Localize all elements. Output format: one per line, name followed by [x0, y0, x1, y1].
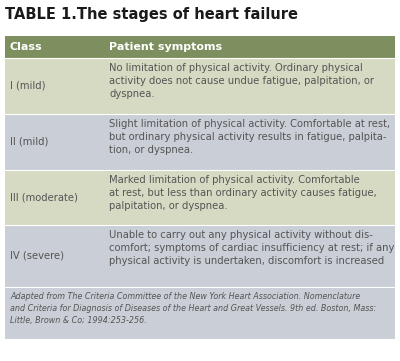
- Text: Unable to carry out any physical activity without dis-
comfort; symptoms of card: Unable to carry out any physical activit…: [109, 230, 394, 266]
- Text: Patient symptoms: Patient symptoms: [109, 42, 222, 52]
- Text: Adapted from The Criteria Committee of the New York Heart Association. Nomenclat: Adapted from The Criteria Committee of t…: [10, 292, 376, 325]
- Text: No limitation of physical activity. Ordinary physical
activity does not cause un: No limitation of physical activity. Ordi…: [109, 63, 374, 99]
- Bar: [5, 170, 395, 225]
- Text: IV (severe): IV (severe): [10, 251, 64, 261]
- Text: Marked limitation of physical activity. Comfortable
at rest, but less than ordin: Marked limitation of physical activity. …: [109, 175, 377, 212]
- Bar: [5, 114, 395, 170]
- Text: II (mild): II (mild): [10, 137, 48, 147]
- Text: Slight limitation of physical activity. Comfortable at rest,
but ordinary physic: Slight limitation of physical activity. …: [109, 119, 390, 155]
- Bar: [5, 36, 395, 58]
- Bar: [5, 287, 395, 339]
- Text: III (moderate): III (moderate): [10, 192, 78, 203]
- Text: I (mild): I (mild): [10, 81, 46, 91]
- Bar: [5, 225, 395, 287]
- Text: TABLE 1.The stages of heart failure: TABLE 1.The stages of heart failure: [5, 7, 298, 22]
- Bar: [5, 58, 395, 114]
- Text: Class: Class: [10, 42, 43, 52]
